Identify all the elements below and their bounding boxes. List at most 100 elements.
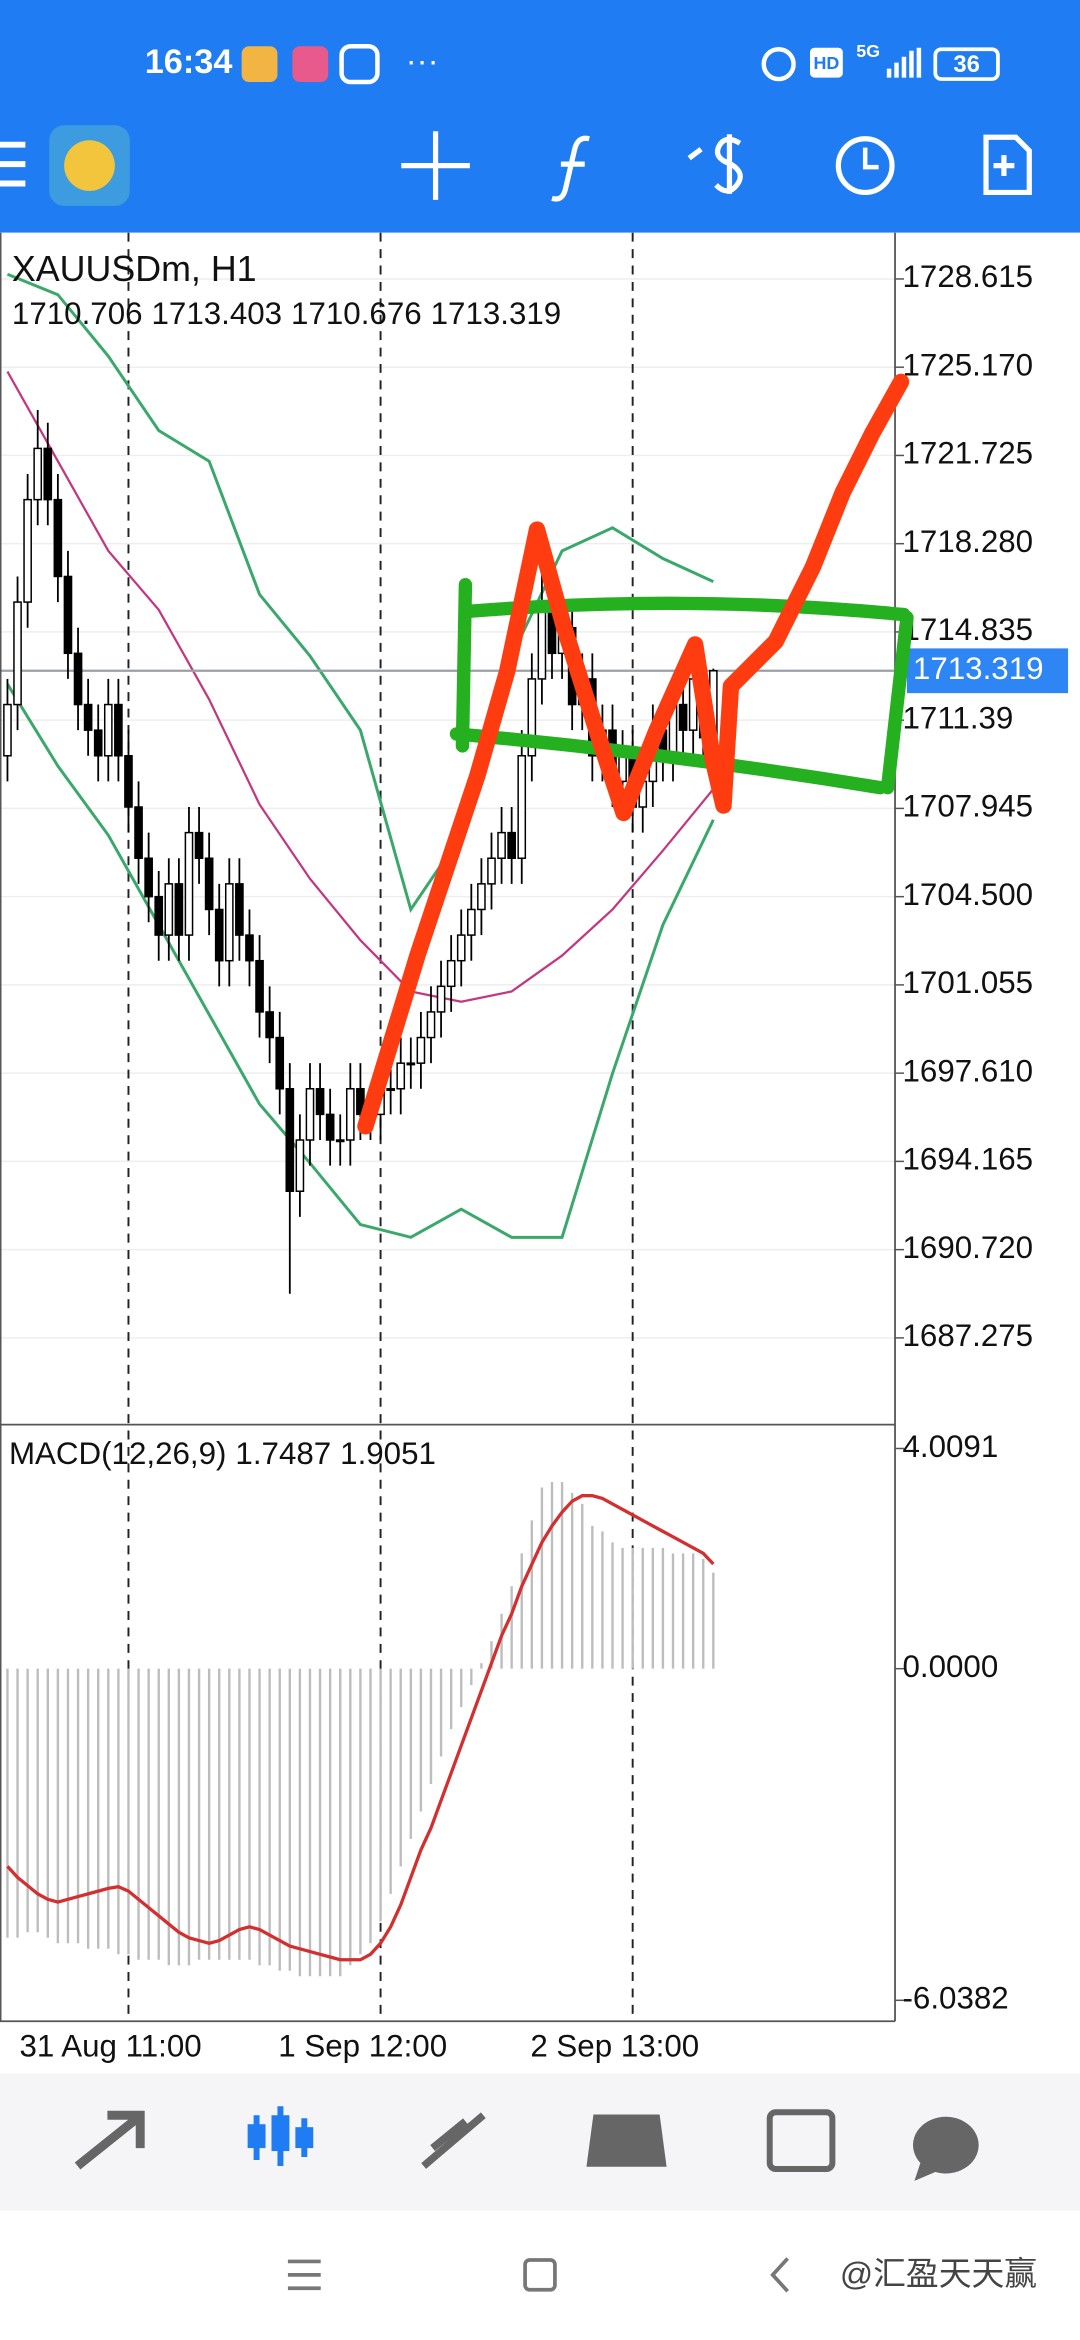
y-tick-label: 1711.39 <box>902 700 1013 735</box>
y-tick-label: 1718.280 <box>902 524 1033 559</box>
macd-label: MACD(12,26,9) 1.7487 1.9051 <box>9 1436 436 1471</box>
candle-body <box>295 1139 305 1192</box>
battery <box>933 47 1000 81</box>
bollinger-upper <box>6 272 714 913</box>
trade-button[interactable] <box>687 134 743 194</box>
candle-body <box>13 601 22 706</box>
candle-body <box>325 1113 335 1141</box>
candle-body <box>224 883 234 962</box>
y-tick-label: 1725.170 <box>902 347 1033 382</box>
y-tick-label: 1701.055 <box>902 965 1033 1000</box>
quotes-tab[interactable] <box>74 2110 145 2170</box>
indicators-button[interactable] <box>551 135 590 202</box>
chart-tab-body <box>271 2115 290 2152</box>
trade-tab[interactable] <box>421 2112 486 2169</box>
candle-body <box>406 1062 416 1066</box>
notif-icon <box>241 46 278 83</box>
candle-body <box>456 934 466 962</box>
header-bg <box>0 0 1080 233</box>
ohlc-high: 1713.403 <box>151 297 282 332</box>
candle-body <box>124 755 133 808</box>
candle-body <box>235 883 244 936</box>
candle-body <box>43 447 53 501</box>
notif-icon <box>292 46 329 83</box>
price-box <box>906 648 1069 694</box>
app-icon-inner <box>64 140 115 191</box>
candle-body <box>345 1088 355 1141</box>
candle-body <box>446 959 456 988</box>
y-tick-label: 0.0000 <box>902 1649 998 1684</box>
crosshair-button[interactable] <box>401 131 470 200</box>
bollinger-lower <box>6 683 715 1239</box>
y-tick-label: 1714.835 <box>902 612 1033 647</box>
candle-body <box>103 703 113 757</box>
candle-body <box>537 601 547 680</box>
y-tick-label: -6.0382 <box>902 1981 1008 2016</box>
y-tick-label: 4.0091 <box>902 1429 998 1464</box>
chart-area: 1728.615 1725.170 1721.725 1718.280 1714.835… <box>0 232 1080 2063</box>
network-label: 5G <box>856 41 880 61</box>
candle-body <box>305 1088 315 1141</box>
chart-tab-body <box>295 2127 314 2149</box>
candle-body <box>507 831 516 859</box>
candle-body <box>527 678 537 757</box>
chat-tab[interactable] <box>913 2116 979 2181</box>
period-button[interactable] <box>835 136 895 196</box>
y-tick-label: 1694.165 <box>902 1142 1033 1177</box>
system-nav <box>0 2210 1080 2340</box>
moving-average <box>6 370 715 1003</box>
watermark: @汇盈天天赢 <box>840 2255 1037 2292</box>
history-tab[interactable] <box>586 2114 667 2167</box>
news-tab[interactable] <box>766 2109 836 2172</box>
candle-body <box>245 934 254 962</box>
hand-drawn-line <box>357 373 910 1135</box>
candle-body <box>335 1139 345 1143</box>
signal-line <box>6 1494 715 1962</box>
candle-body <box>194 831 204 859</box>
candle-body <box>134 806 143 859</box>
ohlc-header: 1710.706 1713.403 1710.676 1713.319 <box>12 297 561 332</box>
clock-hands <box>862 147 879 170</box>
x-tick-label: 1 Sep 12:00 <box>278 2028 447 2063</box>
macd-label-part: 1.7487 <box>235 1436 331 1471</box>
candle-body <box>3 703 12 757</box>
candle-body <box>73 652 83 706</box>
candle-body <box>517 755 527 859</box>
candle-body <box>426 1011 436 1039</box>
macd-label-part: 1.9051 <box>340 1436 436 1471</box>
y-tick-label: 1707.945 <box>902 789 1033 824</box>
candle-body <box>63 575 73 655</box>
hd-badge <box>810 47 843 78</box>
macd-label-part: MACD(12,26,9) <box>9 1436 227 1471</box>
candle-body <box>53 498 63 578</box>
signal-icon <box>886 47 922 78</box>
candle-body <box>477 883 486 911</box>
candle-body <box>204 857 214 911</box>
candle-body <box>436 985 446 1013</box>
battery-label: 36 <box>953 51 980 78</box>
annotations <box>357 373 914 1135</box>
new-order-button[interactable] <box>983 134 1032 196</box>
menu-button[interactable] <box>0 141 26 187</box>
notif-icon <box>339 44 380 85</box>
alarm-icon <box>761 46 796 82</box>
candle-body <box>154 895 164 936</box>
candle-body <box>83 703 93 731</box>
candle-body <box>93 729 103 757</box>
ohlc-close: 1713.319 <box>431 297 562 332</box>
candle-body <box>174 883 184 936</box>
bottom-nav <box>0 2073 1080 2211</box>
nav-menu[interactable] <box>287 2259 321 2291</box>
clock: 16:34 <box>145 43 233 81</box>
ohlc-low: 1710.676 <box>291 297 422 332</box>
more-indicator: ··· <box>406 41 439 78</box>
candle-body <box>23 498 32 603</box>
x-tick-label: 2 Sep 13:00 <box>530 2028 699 2063</box>
candle-body <box>315 1088 325 1116</box>
candle-body <box>396 1062 406 1090</box>
nav-back[interactable] <box>770 2257 790 2293</box>
candle-body <box>466 908 476 936</box>
candle-body <box>265 1011 274 1039</box>
nav-home[interactable] <box>523 2258 557 2292</box>
